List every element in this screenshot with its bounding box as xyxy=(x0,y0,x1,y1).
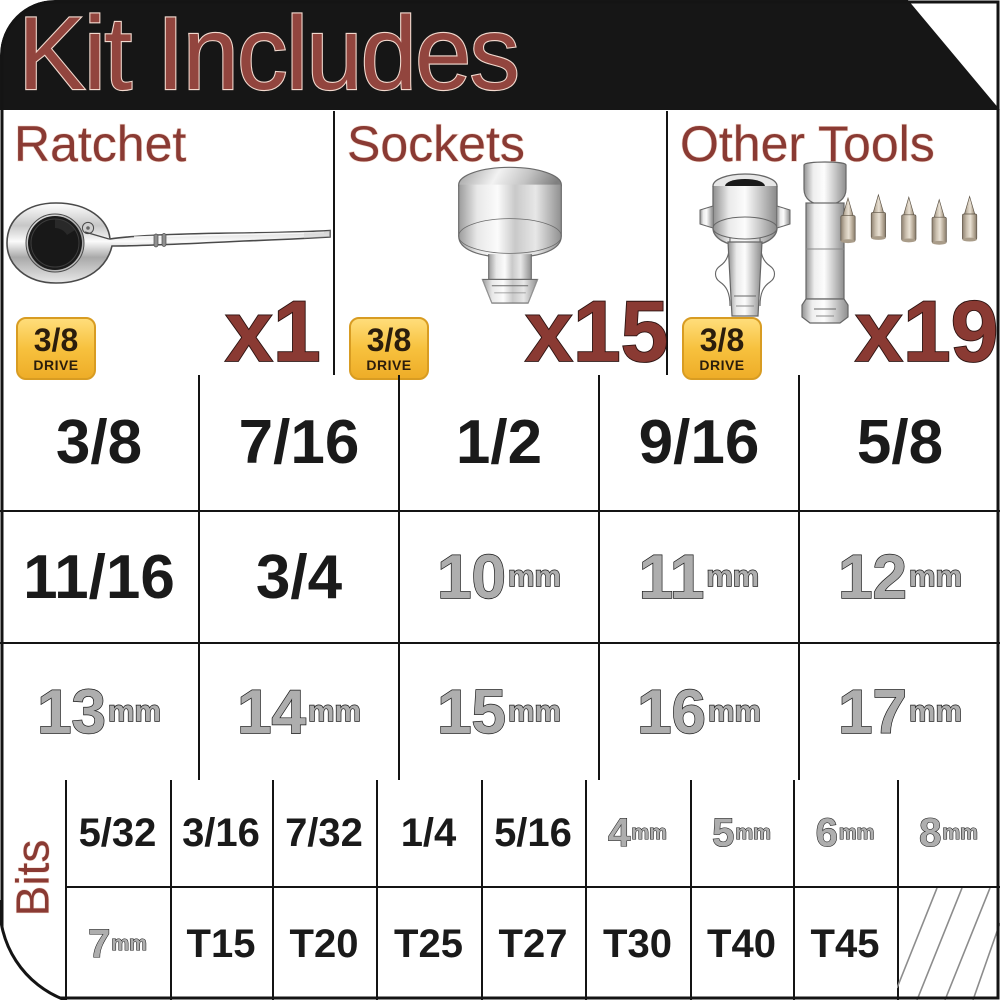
svg-text:Kit Includes: Kit Includes xyxy=(18,0,518,112)
